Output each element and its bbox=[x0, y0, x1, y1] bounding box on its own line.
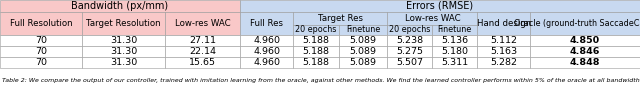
Text: 5.089: 5.089 bbox=[349, 47, 377, 56]
Text: 27.11: 27.11 bbox=[189, 36, 216, 45]
Text: 70: 70 bbox=[35, 47, 47, 56]
Bar bbox=[339, 46, 387, 57]
Text: Target Res: Target Res bbox=[317, 14, 363, 23]
Bar bbox=[477, 46, 530, 57]
Text: Oracle (ground-truth SaccadeCam): Oracle (ground-truth SaccadeCam) bbox=[514, 19, 640, 28]
Bar bbox=[387, 25, 432, 35]
Text: Target Resolution: Target Resolution bbox=[86, 19, 161, 28]
Bar bbox=[82, 57, 165, 68]
Bar bbox=[0, 0, 240, 12]
Bar bbox=[240, 12, 293, 35]
Bar bbox=[530, 57, 640, 68]
Bar bbox=[82, 12, 165, 35]
Bar bbox=[0, 12, 82, 35]
Text: 4.846: 4.846 bbox=[570, 47, 600, 56]
Text: 5.136: 5.136 bbox=[441, 36, 468, 45]
Text: 15.65: 15.65 bbox=[189, 58, 216, 67]
Text: 5.507: 5.507 bbox=[396, 58, 423, 67]
Bar bbox=[530, 35, 640, 46]
Text: 5.275: 5.275 bbox=[396, 47, 423, 56]
Text: 4.960: 4.960 bbox=[253, 36, 280, 45]
Text: 5.188: 5.188 bbox=[303, 36, 330, 45]
Text: Low-res WAC: Low-res WAC bbox=[404, 14, 460, 23]
Bar bbox=[165, 46, 240, 57]
Bar bbox=[530, 12, 640, 35]
Text: 5.089: 5.089 bbox=[349, 58, 377, 67]
Bar bbox=[240, 35, 293, 46]
Bar bbox=[387, 12, 477, 25]
Bar bbox=[165, 57, 240, 68]
Bar bbox=[432, 35, 477, 46]
Bar bbox=[0, 46, 82, 57]
Text: Finetune: Finetune bbox=[438, 26, 472, 35]
Bar bbox=[240, 0, 640, 12]
Bar bbox=[240, 57, 293, 68]
Bar bbox=[165, 12, 240, 35]
Text: 5.112: 5.112 bbox=[490, 36, 517, 45]
Bar bbox=[432, 46, 477, 57]
Text: 31.30: 31.30 bbox=[110, 36, 137, 45]
Text: Table 2: We compare the output of our controller, trained with imitation learnin: Table 2: We compare the output of our co… bbox=[2, 78, 640, 83]
Text: Full Resolution: Full Resolution bbox=[10, 19, 72, 28]
Text: 31.30: 31.30 bbox=[110, 58, 137, 67]
Text: Low-res WAC: Low-res WAC bbox=[175, 19, 230, 28]
Text: 5.238: 5.238 bbox=[396, 36, 423, 45]
Text: 5.188: 5.188 bbox=[303, 58, 330, 67]
Bar bbox=[477, 12, 530, 35]
Bar bbox=[165, 35, 240, 46]
Text: Finetune: Finetune bbox=[346, 26, 380, 35]
Text: Full Res: Full Res bbox=[250, 19, 283, 28]
Text: Errors (RMSE): Errors (RMSE) bbox=[406, 1, 474, 11]
Bar bbox=[0, 35, 82, 46]
Text: 4.960: 4.960 bbox=[253, 47, 280, 56]
Text: 20 epochs: 20 epochs bbox=[389, 26, 430, 35]
Bar bbox=[387, 46, 432, 57]
Bar bbox=[339, 57, 387, 68]
Bar bbox=[82, 46, 165, 57]
Text: 5.282: 5.282 bbox=[490, 58, 517, 67]
Bar bbox=[240, 46, 293, 57]
Text: Bandwidth (px/mm): Bandwidth (px/mm) bbox=[72, 1, 168, 11]
Text: 5.163: 5.163 bbox=[490, 47, 517, 56]
Text: 20 epochs: 20 epochs bbox=[296, 26, 337, 35]
Bar bbox=[432, 57, 477, 68]
Bar bbox=[339, 35, 387, 46]
Text: 70: 70 bbox=[35, 58, 47, 67]
Text: Hand design: Hand design bbox=[477, 19, 531, 28]
Bar bbox=[387, 57, 432, 68]
Text: 4.848: 4.848 bbox=[570, 58, 600, 67]
Bar bbox=[293, 25, 339, 35]
Text: 70: 70 bbox=[35, 36, 47, 45]
Bar bbox=[477, 57, 530, 68]
Text: 5.180: 5.180 bbox=[441, 47, 468, 56]
Text: 31.30: 31.30 bbox=[110, 47, 137, 56]
Text: 22.14: 22.14 bbox=[189, 47, 216, 56]
Bar bbox=[0, 57, 82, 68]
Text: 4.850: 4.850 bbox=[570, 36, 600, 45]
Text: 4.960: 4.960 bbox=[253, 58, 280, 67]
Bar bbox=[293, 46, 339, 57]
Bar bbox=[293, 12, 387, 25]
Bar bbox=[339, 25, 387, 35]
Text: 5.188: 5.188 bbox=[303, 47, 330, 56]
Bar bbox=[477, 35, 530, 46]
Bar bbox=[530, 46, 640, 57]
Bar bbox=[432, 25, 477, 35]
Bar bbox=[293, 35, 339, 46]
Bar bbox=[82, 35, 165, 46]
Bar bbox=[387, 35, 432, 46]
Text: 5.311: 5.311 bbox=[441, 58, 468, 67]
Text: 5.089: 5.089 bbox=[349, 36, 377, 45]
Bar bbox=[293, 57, 339, 68]
